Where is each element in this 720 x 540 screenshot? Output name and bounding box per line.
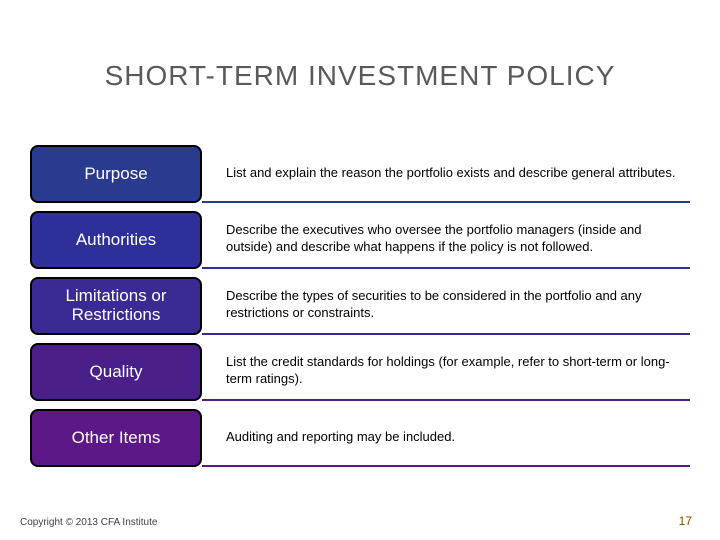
desc-quality: List the credit standards for holdings (… xyxy=(226,354,690,388)
row-limitations: Limitations orRestrictions Describe the … xyxy=(30,277,690,335)
row-quality: Quality List the credit standards for ho… xyxy=(30,343,690,401)
row-other: Other Items Auditing and reporting may b… xyxy=(30,409,690,467)
desc-other: Auditing and reporting may be included. xyxy=(226,429,455,446)
pill-quality: Quality xyxy=(30,343,202,401)
desc-limitations: Describe the types of securities to be c… xyxy=(226,288,690,322)
row-purpose: Purpose List and explain the reason the … xyxy=(30,145,690,203)
row-authorities: Authorities Describe the executives who … xyxy=(30,211,690,269)
desc-wrap-quality: List the credit standards for holdings (… xyxy=(202,343,690,401)
pill-authorities: Authorities xyxy=(30,211,202,269)
pill-limitations: Limitations orRestrictions xyxy=(30,277,202,335)
desc-wrap-purpose: List and explain the reason the portfoli… xyxy=(202,145,690,203)
pill-other: Other Items xyxy=(30,409,202,467)
content-rows: Purpose List and explain the reason the … xyxy=(30,145,690,475)
pill-purpose: Purpose xyxy=(30,145,202,203)
desc-purpose: List and explain the reason the portfoli… xyxy=(226,165,676,182)
desc-wrap-limitations: Describe the types of securities to be c… xyxy=(202,277,690,335)
slide-title: SHORT-TERM INVESTMENT POLICY xyxy=(0,60,720,92)
desc-wrap-authorities: Describe the executives who oversee the … xyxy=(202,211,690,269)
slide: { "title": "SHORT-TERM INVESTMENT POLICY… xyxy=(0,0,720,540)
page-number: 17 xyxy=(679,514,692,528)
desc-wrap-other: Auditing and reporting may be included. xyxy=(202,409,690,467)
desc-authorities: Describe the executives who oversee the … xyxy=(226,222,690,256)
copyright-footer: Copyright © 2013 CFA Institute xyxy=(20,517,157,528)
